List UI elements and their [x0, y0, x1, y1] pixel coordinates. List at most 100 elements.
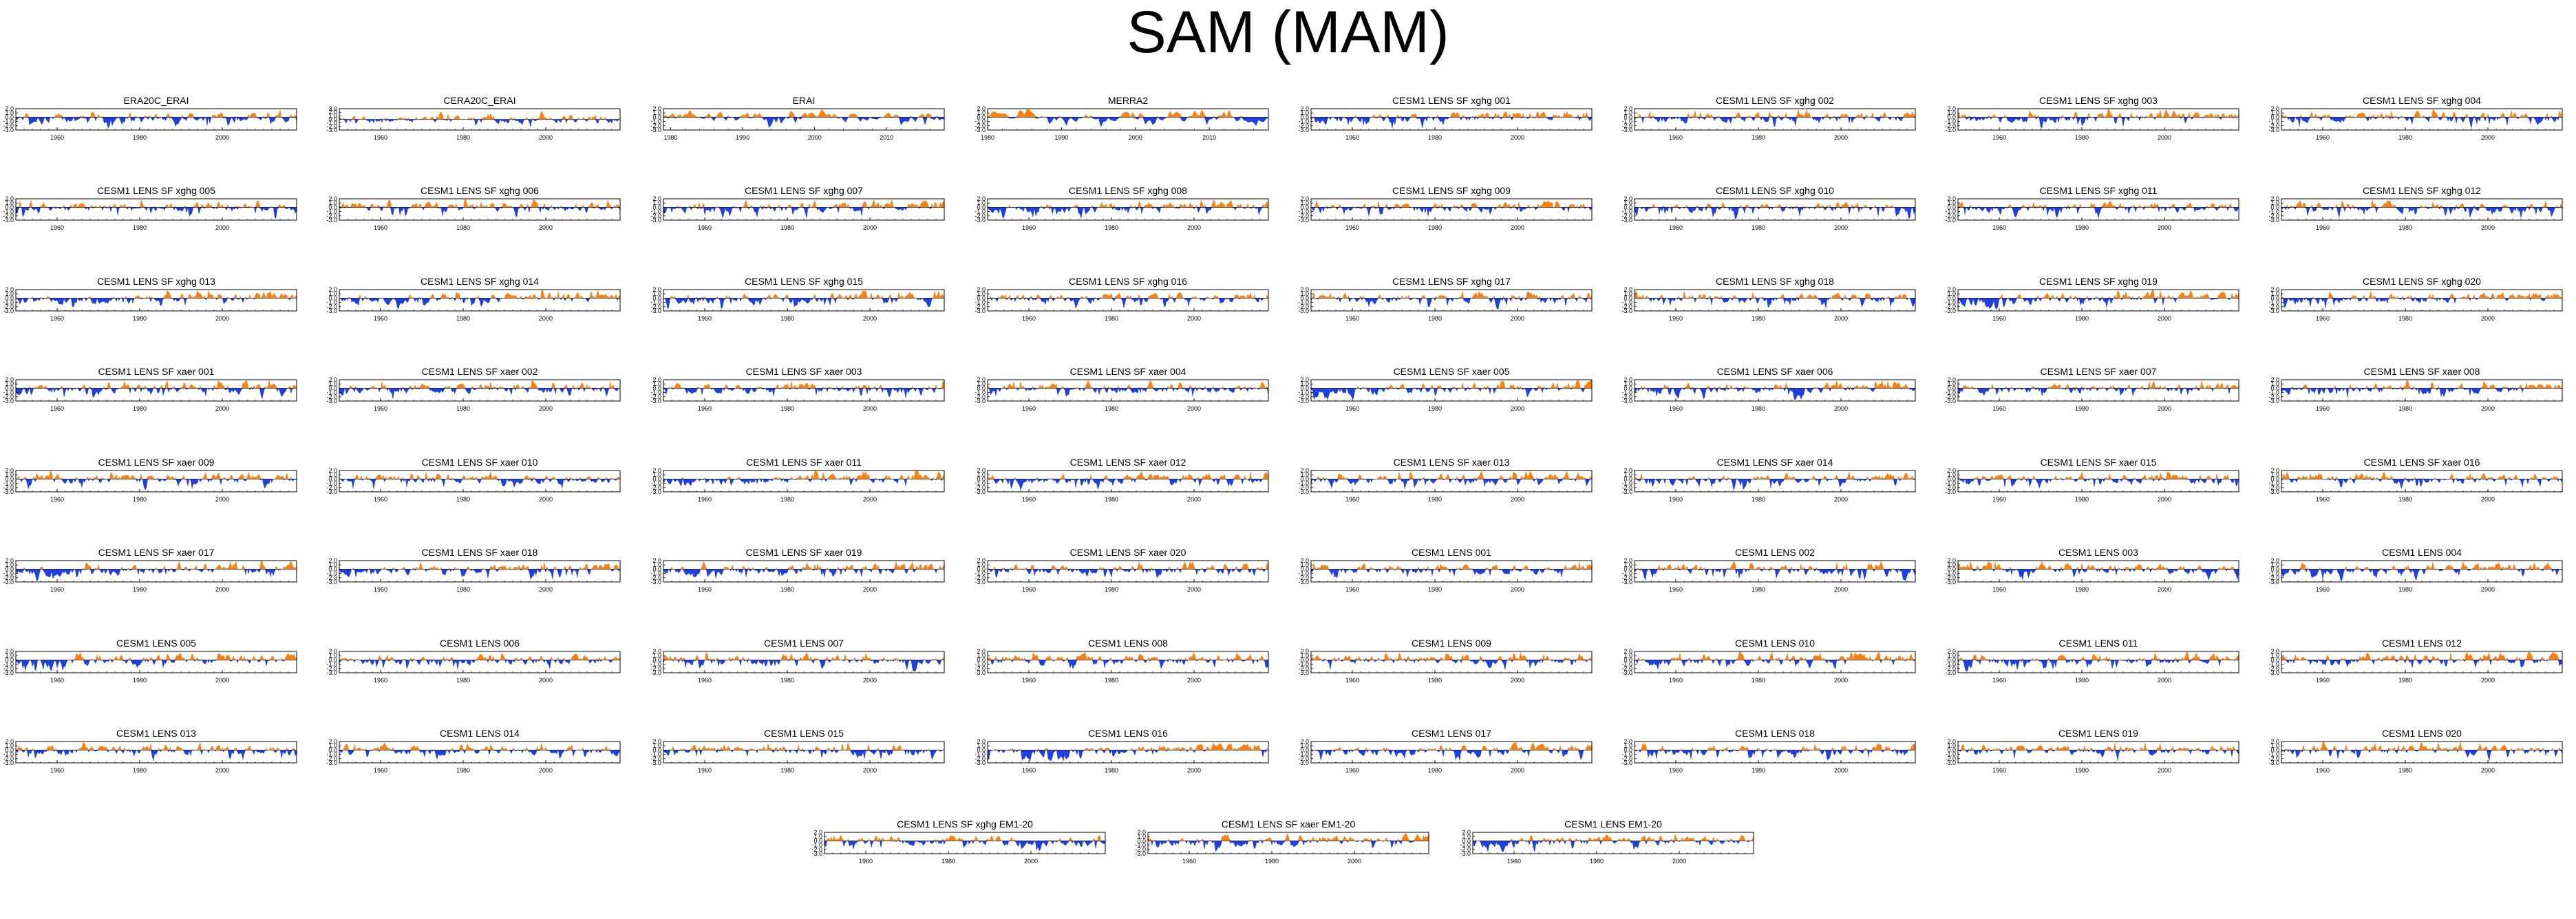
negative-anomaly-area	[988, 750, 1268, 762]
panel-title: CESM1 LENS SF xaer 019	[745, 547, 862, 558]
y-tick-label: -2.0	[1945, 574, 1956, 581]
panel-title: CESM1 LENS SF xaer 013	[1393, 457, 1510, 468]
x-tick-label: 2000	[2158, 315, 2171, 322]
x-tick-label: 1960	[698, 767, 712, 774]
y-tick-label: 1.0	[328, 471, 337, 478]
panel-title: CESM1 LENS 001	[1412, 547, 1491, 558]
panel-plot: 2.01.00.0-1.0-2.0-3.0 1960 1980 2000	[1621, 105, 1916, 141]
plot-frame	[15, 470, 297, 493]
y-tick-label: -2.0	[650, 122, 661, 129]
y-tick-label: 1.0	[1624, 380, 1632, 387]
y-tick-label: -2.0	[2268, 665, 2279, 672]
y-tick-label: -3.0	[1945, 398, 1956, 404]
positive-anomaly-area	[1635, 651, 1915, 660]
y-tick-label: 1.0	[2270, 561, 2279, 568]
y-tick-label: -2.0	[3, 665, 14, 672]
sam-panel: CESM1 LENS SF xghg 016 2.0 1.0 0.0 -1.0 -2.0-…	[970, 276, 1271, 329]
panel-plot: 2.01.00.0-1.0-2.0-3.0 1960 1980 2000	[326, 286, 621, 322]
positive-anomaly-area	[1958, 471, 2239, 479]
y-tick-label: 1.0	[5, 471, 14, 478]
positive-anomaly-area	[663, 651, 944, 660]
x-tick-label: 2000	[1834, 315, 1848, 322]
y-tick-label: -1.0	[326, 661, 337, 668]
panel-title: CESM1 LENS 015	[764, 728, 844, 739]
x-tick-label: 2000	[2481, 586, 2495, 593]
y-tick-label: -2.0	[975, 574, 986, 581]
negative-anomaly-area	[16, 207, 297, 219]
y-tick-label: 1.0	[977, 380, 986, 387]
panel-title: CESM1 LENS SF xaer 011	[746, 457, 862, 468]
x-tick-label: 2000	[1834, 677, 1848, 684]
x-tick-label: 1980	[1752, 496, 1765, 503]
negative-anomaly-area	[2281, 298, 2562, 310]
positive-anomaly-area	[988, 109, 1268, 118]
x-tick-label: 2000	[2481, 315, 2495, 322]
panel-title: CESM1 LENS SF xghg 008	[1069, 185, 1187, 196]
negative-anomaly-area	[16, 388, 297, 400]
panel-plot: 2.01.00.0-1.0-2.0-3.0 1960 1980 2000	[326, 467, 621, 503]
y-tick-label: 0.0	[1137, 837, 1146, 844]
y-tick-label: -3.0	[1298, 307, 1309, 314]
y-tick-label: -3.0	[1621, 398, 1632, 404]
negative-anomaly-area	[1958, 298, 2239, 310]
x-tick-label: 2000	[2158, 767, 2171, 774]
y-tick-label: 2.0	[1947, 286, 1956, 293]
y-tick-label: -3.0	[975, 307, 986, 314]
y-tick-label: -2.0	[1945, 393, 1956, 400]
y-tick-label: -3.0	[1621, 669, 1632, 676]
panel-plot: 2.01.00.0-1.0-2.0-3.0 1960 1980 2000	[326, 195, 621, 231]
x-tick-label: 2000	[1187, 315, 1201, 322]
negative-anomaly-area	[1311, 117, 1592, 129]
y-tick-label: 1.0	[1947, 290, 1956, 297]
positive-anomaly-area	[1473, 833, 1754, 841]
y-tick-label: 1.0	[328, 290, 337, 297]
y-tick-label: -1.0	[3, 389, 14, 396]
y-tick-label: 0.0	[328, 385, 337, 391]
sam-panel: CESM1 LENS 011 2.0 1.0 0.0 -1.0 -2.0 -3.0 1960 1…	[1940, 638, 2242, 691]
panel-title: CESM1 LENS 011	[2058, 638, 2138, 649]
positive-anomaly-area	[2281, 199, 2562, 208]
sam-panel: CESM1 LENS 008 2.0 1.0 0.0 -1.0 -2.0 -3.0 1960 1…	[970, 638, 1271, 691]
positive-anomaly-area	[2281, 290, 2562, 299]
sam-panel: ERAI 2.0 1.0 0.0 -1.0 -2.0 -3.0 1980 1990 2000 201…	[646, 95, 947, 148]
y-tick-label: 0.0	[1462, 837, 1471, 844]
y-tick-label: -3.0	[1945, 127, 1956, 133]
panel-title: CESM1 LENS SF xaer 002	[421, 366, 538, 377]
x-tick-label: 1980	[1428, 134, 1442, 141]
x-tick-label: 2000	[2158, 586, 2171, 593]
y-tick-label: 0.0	[1947, 113, 1956, 120]
x-tick-label: 2000	[1834, 767, 1848, 774]
y-tick-label: -3.0	[2268, 759, 2279, 766]
y-tick-label: -2.0	[975, 393, 986, 400]
panel-plot: 2.01.00.0-1.0-2.0-3.0 1960 1980 2000	[975, 376, 1269, 412]
positive-anomaly-area	[2281, 471, 2562, 479]
y-tick-label: 2.0	[328, 109, 337, 116]
x-tick-label: 2000	[2481, 767, 2495, 774]
negative-anomaly-area	[339, 119, 620, 128]
plot-frame	[987, 289, 1269, 312]
y-tick-label: 2.0	[5, 557, 14, 564]
y-tick-label: -1.0	[1298, 299, 1309, 306]
x-tick-label: 1980	[456, 315, 470, 322]
x-tick-label: 1980	[780, 767, 794, 774]
sam-panel: CESM1 LENS 015 2.0 1.0 0.0 -1.0 -2.0 -3.0 1960 1…	[646, 728, 947, 781]
y-tick-label: 0.0	[1947, 565, 1956, 572]
y-tick-label: -2.0	[1298, 755, 1309, 762]
y-tick-label: 0.0	[328, 204, 337, 210]
negative-anomaly-area	[339, 298, 620, 310]
sam-panel: CESM1 LENS SF xghg 020 2.0 1.0 0.0 -1.0 -2.0-…	[2264, 276, 2565, 329]
positive-anomaly-area	[16, 471, 297, 479]
y-tick-label: 2.0	[1300, 738, 1309, 745]
panel-plot: 2.01.00.0-1.0-2.0-3.0 1960 1980 2000	[1945, 105, 2239, 141]
y-tick-label: 2.0	[328, 467, 337, 474]
y-tick-label: -2.0	[326, 574, 337, 581]
negative-anomaly-area	[1958, 117, 2239, 129]
x-tick-label: 1960	[374, 224, 387, 231]
y-tick-label: -3.0	[1945, 759, 1956, 766]
panel-title: CESM1 LENS 004	[2382, 547, 2462, 558]
positive-anomaly-area	[1958, 742, 2239, 750]
x-tick-label: 1980	[1105, 315, 1118, 322]
x-tick-label: 2000	[2158, 134, 2171, 141]
panel-plot: 2.01.00.0-1.0-2.0-3.0 1960 1980 2000	[1945, 286, 2239, 322]
panel-plot: 2.01.00.0-1.0-2.0-3.0 1960 1980 2000	[1298, 376, 1593, 412]
